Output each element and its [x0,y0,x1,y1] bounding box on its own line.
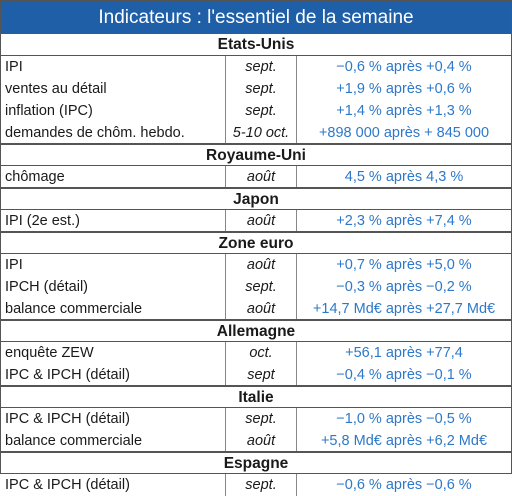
table-row: chômage août 4,5 % après 4,3 % [1,166,511,188]
period-cell: sept. [226,276,297,298]
period-cell: août [226,210,297,231]
period-cell: août [226,254,297,276]
section-header: Royaume-Uni [1,144,511,166]
table-row: IPI août +0,7 % après +5,0 % [1,254,511,276]
period-cell: sept. [226,100,297,122]
value-cell: +5,8 Md€ après +6,2 Md€ [320,433,488,449]
indicator-label: enquête ZEW [1,342,226,364]
table-row: enquête ZEW oct. +56,1 après +77,4 [1,342,511,364]
section-header: Allemagne [1,320,511,342]
period-cell: sept. [226,56,297,78]
indicator-label: chômage [1,166,226,187]
value-cell: +0,7 % après +5,0 % [336,257,472,273]
value-cell: −0,6 % après +0,4 % [336,59,472,75]
value-cell: +14,7 Md€ après +27,7 Md€ [312,301,496,317]
period-cell: 5-10 oct. [226,122,297,143]
period-cell: sept. [226,78,297,100]
period-cell: oct. [226,342,297,364]
indicator-label: IPC & IPCH (détail) [1,364,226,385]
indicator-label: demandes de chôm. hebdo. [1,122,226,143]
table-row: IPCH (détail) sept. −0,3 % après −0,2 % [1,276,511,298]
value-cell: +1,9 % après +0,6 % [336,81,472,97]
table-row: demandes de chôm. hebdo. 5-10 oct. +898 00… [1,122,511,144]
section-header: Etats-Unis [1,34,511,56]
period-cell: août [226,166,297,187]
value-cell: +1,4 % après +1,3 % [336,103,472,119]
value-cell: +898 000 après + 845 000 [318,125,490,141]
value-cell: +56,1 après +77,4 [345,345,463,361]
period-cell: sept [226,364,297,385]
table-title: Indicateurs : l'essentiel de la semaine [1,1,511,34]
indicator-label: IPCH (détail) [1,276,226,298]
indicator-label: IPC & IPCH (détail) [1,408,226,430]
indicator-label: inflation (IPC) [1,100,226,122]
indicator-label: ventes au détail [1,78,226,100]
section-header: Japon [1,188,511,210]
value-cell: −0,3 % après −0,2 % [336,279,472,295]
value-cell: −0,4 % après −0,1 % [336,367,472,383]
period-cell: sept. [226,408,297,430]
period-cell: août [226,298,297,319]
table-body: Etats-Unis IPI sept. −0,6 % après +0,4 % ven… [1,34,511,496]
indicator-label: IPC & IPCH (détail) [1,474,226,496]
table-row: balance commerciale août +14,7 Md€ après +… [1,298,511,320]
table-row: IPI sept. −0,6 % après +0,4 % [1,56,511,78]
section-header: Italie [1,386,511,408]
table-row: IPC & IPCH (détail) sept −0,4 % après −0,1… [1,364,511,386]
indicator-label: balance commerciale [1,298,226,319]
period-cell: août [226,430,297,451]
value-cell: −0,6 % après −0,6 % [336,477,472,493]
indicator-label: balance commerciale [1,430,226,451]
indicator-label: IPI (2e est.) [1,210,226,231]
value-cell: 4,5 % après 4,3 % [344,169,464,185]
table-row: IPI (2e est.) août +2,3 % après +7,4 % [1,210,511,232]
value-cell: +2,3 % après +7,4 % [336,213,472,229]
indicator-label: IPI [1,254,226,276]
section-header: Zone euro [1,232,511,254]
indicator-label: IPI [1,56,226,78]
section-header: Espagne [1,452,511,474]
table-row: IPC & IPCH (détail) sept. −0,6 % après −0,… [1,474,511,496]
table-row: ventes au détail sept. +1,9 % après +0,6 % [1,78,511,100]
value-cell: −1,0 % après −0,5 % [336,411,472,427]
table-row: inflation (IPC) sept. +1,4 % après +1,3 % [1,100,511,122]
period-cell: sept. [226,474,297,496]
table-row: IPC & IPCH (détail) sept. −1,0 % après −0,… [1,408,511,430]
table-row: balance commerciale août +5,8 Md€ après +6… [1,430,511,452]
